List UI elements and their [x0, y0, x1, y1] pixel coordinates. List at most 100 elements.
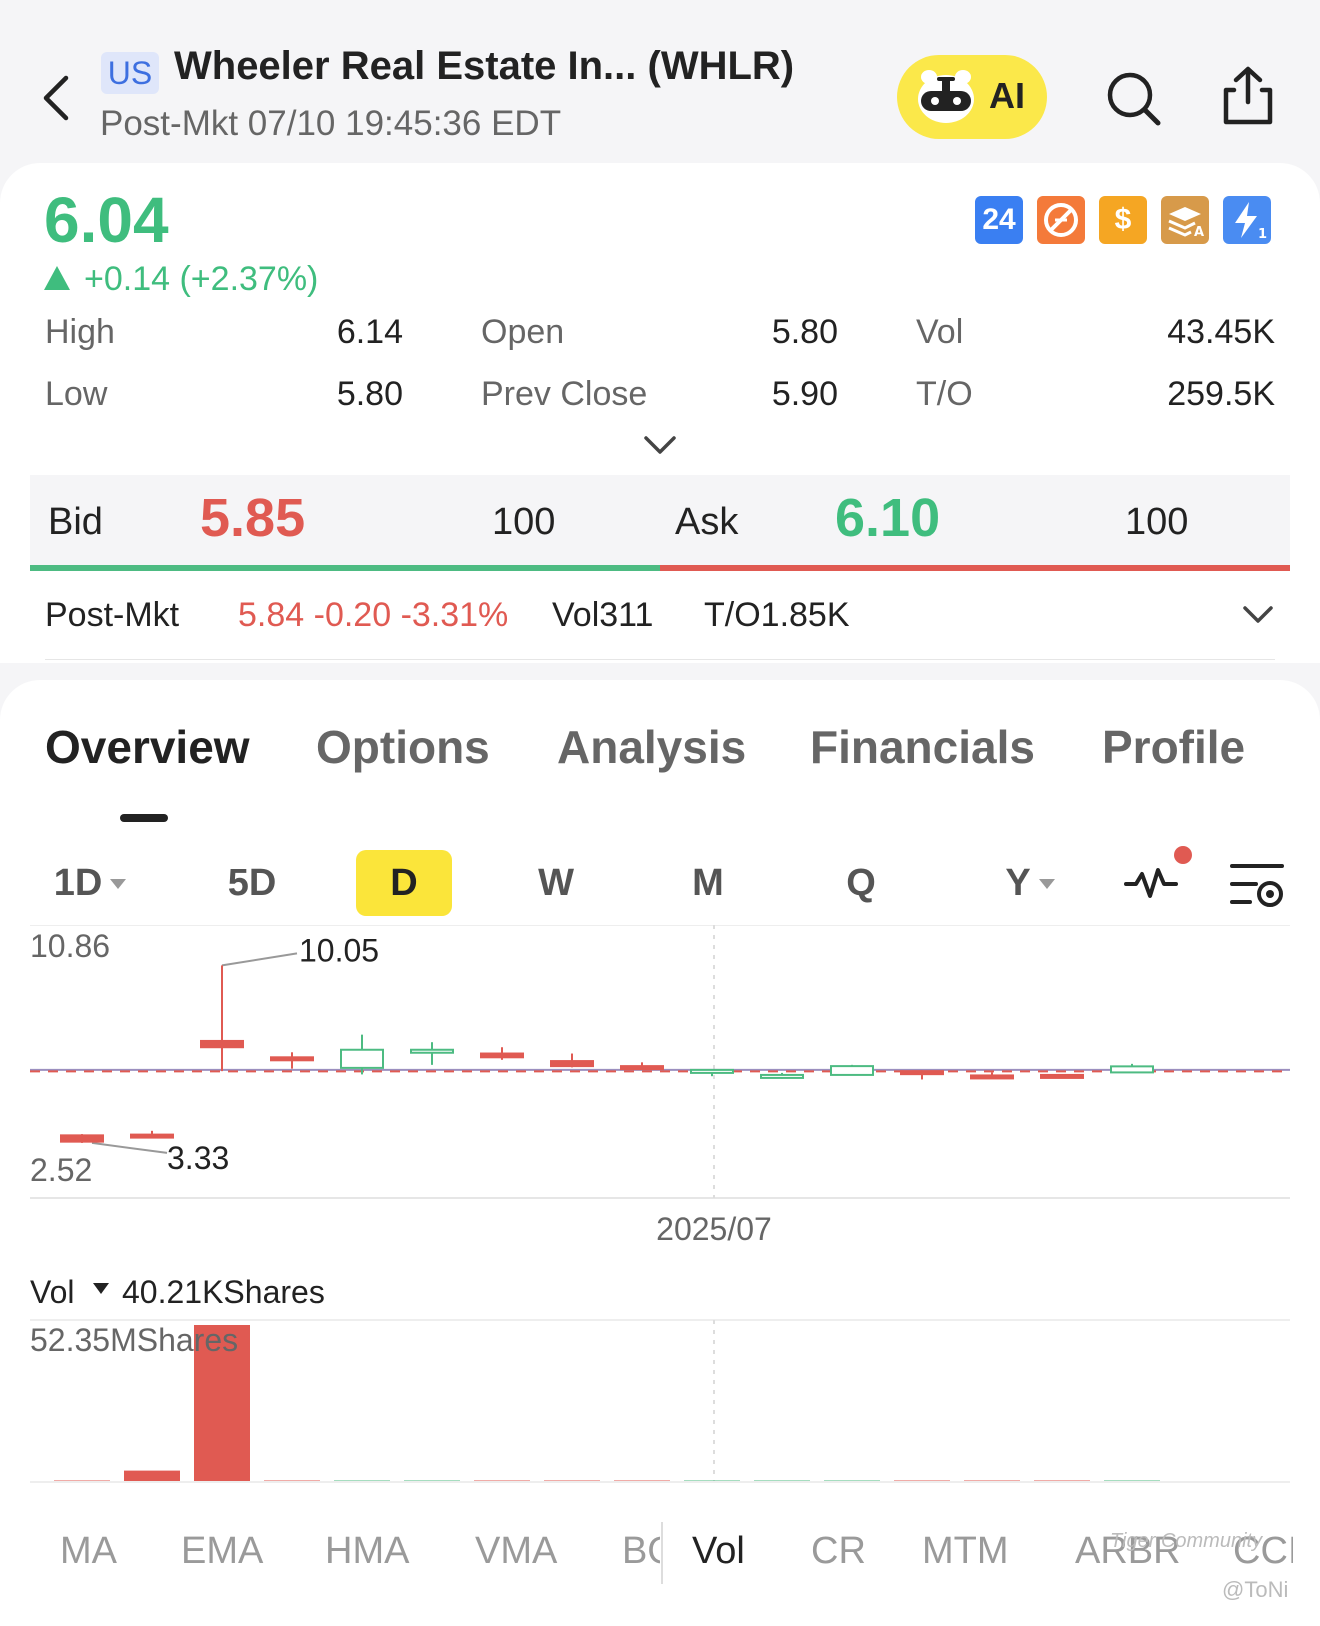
lightning-icon[interactable]: 1 [1223, 196, 1271, 244]
low-marker-leader [91, 1141, 168, 1154]
ai-button[interactable]: AI [897, 55, 1047, 139]
indicator-ma[interactable]: MA [60, 1530, 117, 1572]
ai-label: AI [989, 75, 1025, 116]
indicator-vol[interactable]: Vol [692, 1530, 745, 1572]
low-label: Low [45, 375, 108, 413]
tab-financials[interactable]: Financials [810, 721, 1035, 773]
high-marker-label: 10.05 [299, 932, 379, 968]
post-market-value: 5.84 -0.20 -3.31% [238, 596, 509, 634]
indicator-hma[interactable]: HMA [325, 1530, 410, 1572]
user-handle: @ToNi [1222, 1577, 1289, 1602]
svg-text:A: A [1194, 225, 1204, 240]
candlestick-chart[interactable]: 10.86 2.52 2025/07 10.05 3.33 Vol 40.21K… [0, 925, 1320, 1595]
indicator-ema[interactable]: EMA [181, 1530, 264, 1572]
y-min-label: 2.52 [30, 1152, 92, 1188]
period-1d[interactable]: 1D [40, 850, 140, 916]
volume-bar [194, 1325, 250, 1482]
tab-analysis[interactable]: Analysis [557, 721, 747, 773]
bid-label: Bid [48, 501, 103, 543]
market-badge: US [101, 52, 159, 94]
ask-size: 100 [1125, 501, 1189, 543]
indicator-cr[interactable]: CR [811, 1530, 866, 1572]
low-marker-label: 3.33 [167, 1140, 229, 1176]
candle [270, 1052, 314, 1069]
candle-body [340, 1048, 384, 1069]
post-market-label: Post-Mkt [45, 596, 180, 634]
candle [690, 1068, 734, 1077]
candle [900, 1070, 944, 1080]
period-y[interactable]: Y [990, 850, 1070, 916]
candle-body [690, 1068, 734, 1074]
indicator-boll[interactable]: BOLL [622, 1530, 660, 1572]
24-hour-trading-icon[interactable]: 24 [975, 196, 1023, 244]
candle [410, 1042, 454, 1065]
post-market-volume: Vol311 [552, 596, 654, 634]
high-label: High [45, 313, 115, 351]
session-time: Post-Mkt 07/10 19:45:36 EDT [100, 104, 562, 143]
active-tab-indicator [120, 814, 168, 822]
vol-header-label: Vol [30, 1274, 74, 1310]
candle [760, 1072, 804, 1079]
to-value: 259.5K [1167, 375, 1275, 413]
tab-overview[interactable]: Overview [45, 721, 250, 773]
chart-settings-icon[interactable] [1228, 858, 1286, 914]
expand-stats-chevron-icon[interactable] [642, 433, 678, 457]
candle-body [480, 1052, 524, 1059]
post-market-row[interactable]: Post-Mkt 5.84 -0.20 -3.31% Vol311 T/O1.8… [0, 580, 1320, 660]
open-value: 5.80 [771, 313, 838, 351]
prev-close-label: Prev Close [481, 375, 648, 413]
back-arrow-icon[interactable] [38, 72, 78, 124]
chevron-down-icon[interactable] [1242, 604, 1274, 626]
vol-label: Vol [916, 313, 964, 351]
candle-body [970, 1074, 1014, 1080]
quote-card: 6.04 +0.14 (+2.37%) 24 $ A 1 High 6.14 O… [0, 163, 1320, 663]
tab-profile[interactable]: Profile [1102, 721, 1246, 773]
vol-max-label: 52.35MShares [30, 1322, 238, 1358]
candle [1040, 1073, 1084, 1079]
candle-body [410, 1048, 454, 1054]
last-price: 6.04 [44, 184, 169, 256]
post-market-turnover: T/O1.85K [704, 596, 850, 634]
stock-name: Wheeler Real Estate In... (WHLR) [174, 44, 795, 88]
candle [1110, 1063, 1154, 1074]
candle [200, 965, 244, 1072]
price-change-value: +0.14 (+2.37%) [84, 260, 319, 298]
search-icon[interactable] [1105, 70, 1163, 128]
indicator-vma[interactable]: VMA [475, 1530, 558, 1572]
ask-ratio-bar [660, 565, 1290, 571]
header: US Wheeler Real Estate In... (WHLR) Post… [0, 0, 1320, 165]
share-icon[interactable] [1220, 66, 1276, 126]
period-q[interactable]: Q [846, 862, 876, 904]
candle [550, 1053, 594, 1068]
indicator-arbr[interactable]: ARBR [1075, 1530, 1181, 1572]
candle-body [830, 1065, 874, 1076]
vol-value: 43.45K [1167, 313, 1275, 351]
bid-ratio-bar [30, 565, 660, 571]
candle-body [130, 1133, 174, 1139]
indicator-mtm[interactable]: MTM [922, 1530, 1009, 1572]
indicator-separator [661, 1522, 663, 1584]
watermark: Tiger Community [1110, 1530, 1263, 1552]
candle [480, 1047, 524, 1060]
indicator-wave-icon[interactable] [1122, 854, 1180, 912]
volume-bar [124, 1470, 180, 1482]
candle [130, 1130, 174, 1139]
period-5d[interactable]: 5D [227, 862, 277, 904]
to-label: T/O [916, 375, 973, 413]
bid-size: 100 [492, 501, 556, 543]
no-short-icon[interactable] [1037, 196, 1085, 244]
dollar-icon[interactable]: $ [1099, 196, 1147, 244]
candle [830, 1064, 874, 1076]
tab-options[interactable]: Options [316, 721, 490, 773]
period-m[interactable]: M [692, 862, 724, 904]
candle-body [60, 1134, 104, 1143]
svg-text:1: 1 [1258, 227, 1267, 242]
ai-robot-icon [918, 70, 974, 123]
dropdown-caret-icon [1038, 879, 1055, 889]
indicator-cci[interactable]: CCI [1233, 1530, 1293, 1572]
ask-price: 6.10 [835, 488, 941, 548]
period-w[interactable]: W [538, 862, 574, 904]
period-d[interactable]: D [356, 850, 452, 916]
layers-icon[interactable]: A [1161, 196, 1209, 244]
candle [60, 1134, 104, 1143]
